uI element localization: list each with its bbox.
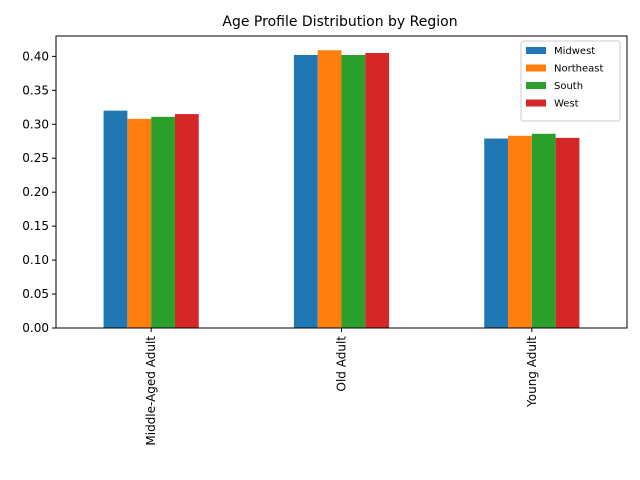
legend-swatch-west bbox=[526, 99, 546, 107]
bar-west bbox=[555, 137, 580, 328]
plot-frame bbox=[55, 35, 628, 329]
y-tick-label: 0.30 bbox=[22, 117, 49, 131]
y-tick-label: 0.00 bbox=[22, 321, 49, 335]
y-tick-label: 0.05 bbox=[22, 287, 49, 301]
legend: Midwest Northeast South West bbox=[520, 40, 621, 122]
y-tick-label: 0.15 bbox=[22, 219, 49, 233]
y-tick-label: 0.20 bbox=[22, 185, 49, 199]
legend-label: West bbox=[554, 99, 579, 110]
y-tick-label: 0.35 bbox=[22, 83, 49, 97]
x-tick-label: Old Adult bbox=[335, 336, 349, 392]
y-axis: 0.00 0.05 0.10 0.15 0.20 0.25 0.30 0.35 0.40 bbox=[22, 49, 56, 335]
bar-south bbox=[151, 116, 175, 329]
bar-west bbox=[365, 52, 390, 328]
bar-northeast bbox=[508, 135, 532, 328]
chart-title: Age Profile Distribution by Region bbox=[222, 14, 457, 30]
x-tick-label: Young Adult bbox=[525, 336, 539, 408]
bar-south bbox=[341, 55, 366, 329]
legend-label: Midwest bbox=[554, 46, 595, 57]
bar-midwest bbox=[293, 55, 318, 329]
bar-west bbox=[174, 114, 199, 329]
legend-swatch-south bbox=[526, 82, 546, 89]
bar-northeast bbox=[317, 50, 342, 328]
legend-swatch-midwest bbox=[526, 47, 546, 54]
x-tick-label: Middle-Aged Adult bbox=[144, 336, 158, 446]
y-tick-label: 0.40 bbox=[22, 49, 49, 63]
bars-group bbox=[103, 50, 580, 329]
bar-northeast bbox=[127, 118, 152, 328]
legend-swatch-northeast bbox=[526, 64, 546, 72]
bar-south bbox=[531, 133, 556, 328]
x-axis: Middle-Aged Adult Old Adult Young Adult bbox=[144, 328, 539, 446]
y-tick-label: 0.10 bbox=[22, 253, 49, 267]
y-tick-label: 0.25 bbox=[22, 151, 49, 165]
legend-label: Northeast bbox=[554, 64, 603, 75]
legend-label: South bbox=[554, 81, 583, 92]
bar-midwest bbox=[484, 138, 509, 328]
bar-midwest bbox=[103, 110, 128, 328]
